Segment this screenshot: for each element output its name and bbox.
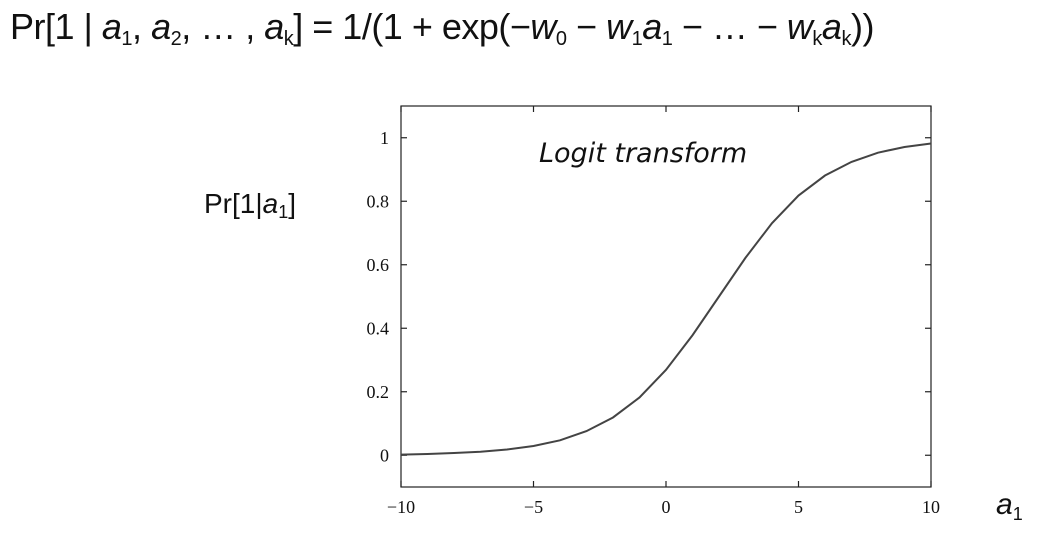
x-tick-label: 10 [922, 497, 940, 517]
y-tick-label: 1 [380, 128, 389, 148]
series-line [400, 142, 932, 456]
axis-ticks: −10 −5 0 5 10 0 0.2 0.4 0.6 0.8 1 [367, 106, 940, 517]
y-tick-label: 0.4 [367, 318, 390, 338]
y-tick-label: 0.6 [367, 255, 390, 275]
x-tick-label: −5 [524, 497, 543, 517]
x-tick-label: 0 [662, 497, 671, 517]
y-tick-label: 0.2 [367, 382, 390, 402]
y-tick-label: 0.8 [367, 191, 390, 211]
x-tick-label: −10 [387, 497, 415, 517]
y-axis-label: Pr[1|a1] [204, 188, 296, 222]
y-tick-label: 0 [380, 445, 389, 465]
logistic-formula: Pr[1 | a1, a2, … , ak] = 1/(1 + exp(−w0 … [10, 6, 874, 50]
chart-annotation: Logit transform [539, 138, 747, 169]
x-axis-label: a1 [996, 488, 1023, 524]
x-tick-label: 5 [794, 497, 803, 517]
